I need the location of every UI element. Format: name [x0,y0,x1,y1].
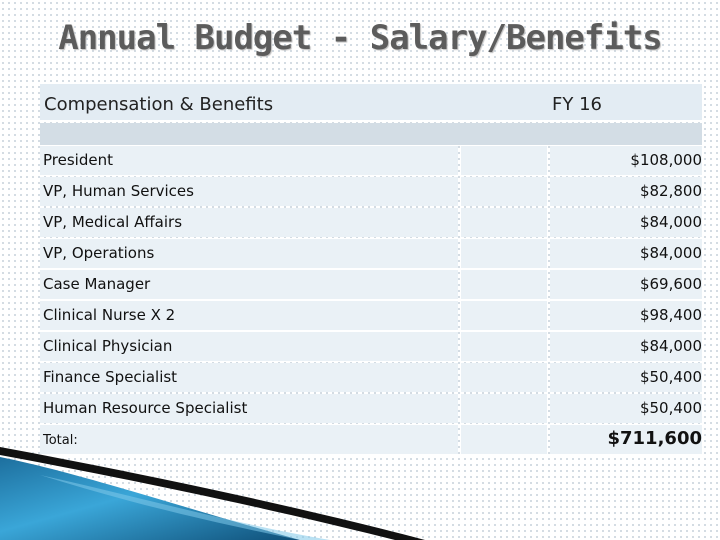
table-row: Human Resource Specialist $50,400 [40,394,702,423]
table-row: Clinical Nurse X 2 $98,400 [40,301,702,330]
header-fiscal-year-label: FY 16 [552,94,602,115]
row-value: $84,000 [639,337,702,355]
row-label: Case Manager [43,275,151,293]
row-value: $69,600 [639,275,702,293]
row-label: VP, Operations [43,244,155,262]
empty-cell [461,146,547,175]
value-cell: $98,400 [550,301,702,330]
value-cell: $50,400 [550,363,702,392]
row-value: $98,400 [639,306,702,324]
row-value: $84,000 [639,213,702,231]
row-label: Clinical Nurse X 2 [43,306,176,324]
table-row: VP, Operations $84,000 [40,239,702,268]
total-label: Total: [43,433,78,448]
row-label: VP, Human Services [43,182,194,200]
label-cell: Case Manager [40,270,458,299]
value-cell: $84,000 [550,332,702,361]
row-value: $50,400 [639,399,702,417]
label-cell: VP, Medical Affairs [40,208,458,237]
table-row: VP, Medical Affairs $84,000 [40,208,702,237]
table-row: Finance Specialist $50,400 [40,363,702,392]
label-cell: Human Resource Specialist [40,394,458,423]
row-label: Human Resource Specialist [43,399,248,417]
value-cell: $108,000 [550,146,702,175]
empty-cell [461,332,547,361]
decorative-swoosh [0,447,425,540]
label-cell: Clinical Physician [40,332,458,361]
label-cell: Clinical Nurse X 2 [40,301,458,330]
empty-cell [461,208,547,237]
slide-title: Annual Budget - Salary/Benefits [58,18,663,58]
empty-cell [461,394,547,423]
swoosh-dark-band [0,447,425,540]
value-cell: $84,000 [550,208,702,237]
row-label: VP, Medical Affairs [43,213,183,231]
label-cell: VP, Operations [40,239,458,268]
empty-cell [461,239,547,268]
table-row: VP, Human Services $82,800 [40,177,702,206]
table-total-row: Total: $711,600 [40,425,702,454]
label-cell: VP, Human Services [40,177,458,206]
table-header-row: Compensation & Benefits FY 16 [40,84,702,120]
empty-cell [461,363,547,392]
table-row: Clinical Physician $84,000 [40,332,702,361]
table-row: President $108,000 [40,146,702,175]
empty-cell [461,425,547,454]
table-spacer-row [40,123,702,145]
empty-cell [461,270,547,299]
value-cell: $711,600 [550,425,702,454]
row-label: Finance Specialist [43,368,178,386]
empty-cell [461,301,547,330]
header-compensation-label: Compensation & Benefits [44,94,274,115]
row-label: Clinical Physician [43,337,173,355]
row-value: $108,000 [630,151,702,169]
row-value: $50,400 [639,368,702,386]
label-cell: President [40,146,458,175]
value-cell: $69,600 [550,270,702,299]
label-cell: Finance Specialist [40,363,458,392]
value-cell: $84,000 [550,239,702,268]
total-value: $711,600 [607,428,702,449]
value-cell: $82,800 [550,177,702,206]
label-cell: Total: [40,425,458,454]
row-value: $82,800 [639,182,702,200]
value-cell: $50,400 [550,394,702,423]
row-value: $84,000 [639,244,702,262]
row-label: President [43,151,113,169]
empty-cell [461,177,547,206]
table-row: Case Manager $69,600 [40,270,702,299]
